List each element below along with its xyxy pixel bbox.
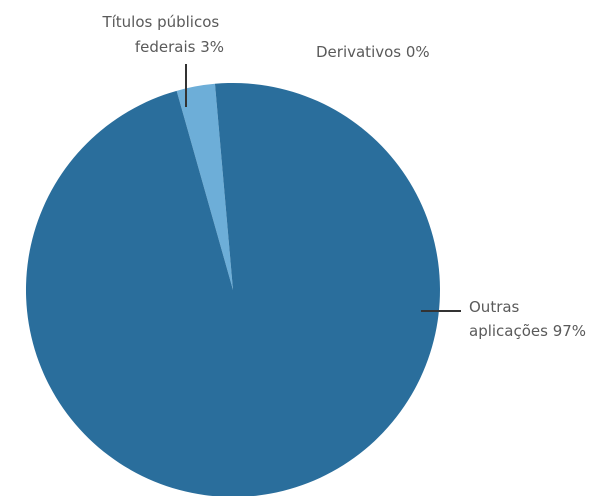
label-titulos-line1: Títulos públicos: [101, 13, 219, 31]
label-outras: Outras aplicações 97%: [469, 298, 586, 340]
label-derivativos: Derivativos 0%: [316, 43, 430, 61]
pie-slice-outras: [26, 83, 440, 496]
label-titulos-line2: federais 3%: [135, 38, 224, 56]
label-outras-line2: aplicações 97%: [469, 322, 586, 340]
slice-labels: Títulos públicos federais 3% Derivativos…: [101, 13, 586, 340]
label-outras-line1: Outras: [469, 298, 520, 316]
pie-slice-titulos: [176, 83, 233, 290]
label-derivativos-line1: Derivativos 0%: [316, 43, 430, 61]
label-titulos: Títulos públicos federais 3%: [101, 13, 224, 56]
leader-lines: [185, 64, 461, 312]
pie-slices: [26, 83, 440, 496]
